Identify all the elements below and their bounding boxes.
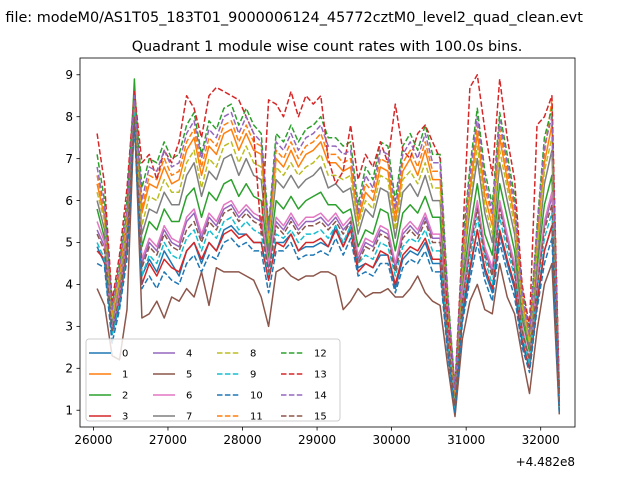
legend-label: 12	[314, 349, 327, 360]
legend-label: 9	[250, 370, 256, 381]
y-tick-label: 2	[65, 361, 73, 375]
x-tick-label: 31000	[447, 433, 485, 447]
series-line-7	[96, 107, 561, 402]
legend-label: 10	[250, 391, 263, 402]
legend-label: 6	[186, 391, 192, 402]
chart-title: Quadrant 1 module wise count rates with …	[132, 39, 523, 55]
legend-label: 7	[186, 412, 192, 423]
y-tick-label: 4	[65, 278, 73, 292]
series-line-13	[96, 74, 561, 390]
legend-label: 8	[250, 349, 256, 360]
legend-label: 11	[250, 412, 263, 423]
legend-frame	[85, 338, 341, 422]
series-line-5	[96, 111, 561, 418]
x-tick-label: 29000	[298, 433, 336, 447]
y-axis: 1 2 3 4 5 6 7 8 9	[65, 68, 80, 417]
y-tick-label: 5	[65, 236, 73, 250]
y-tick-label: 8	[65, 110, 73, 124]
series-line-10	[96, 124, 561, 414]
series-line-15	[96, 115, 561, 407]
legend-label: 5	[186, 370, 192, 381]
legend-label: 15	[314, 412, 327, 423]
series-line-1	[96, 94, 561, 398]
legend-label: 2	[122, 391, 128, 402]
x-tick-label: 32000	[522, 433, 560, 447]
legend-label: 14	[314, 391, 327, 402]
x-tick-label: 30000	[373, 433, 411, 447]
legend-label: 1	[122, 370, 128, 381]
series-line-14	[96, 94, 561, 394]
figure-suptitle: a file: modeM0/AS1T05_183T01_9000006124_…	[0, 10, 583, 26]
y-tick-label: 1	[65, 403, 73, 417]
series-line-3	[96, 115, 561, 411]
y-tick-label: 3	[65, 320, 73, 334]
x-tick-label: 26000	[74, 433, 112, 447]
legend-label: 13	[314, 370, 327, 381]
y-tick-label: 6	[65, 194, 73, 208]
legend-label: 4	[186, 349, 192, 360]
x-tick-label: 28000	[223, 433, 261, 447]
y-tick-label: 9	[65, 68, 73, 82]
series-line-2	[96, 78, 561, 403]
x-tick-label: 27000	[149, 433, 187, 447]
legend-label: 3	[122, 412, 128, 423]
series-layer	[96, 74, 561, 418]
series-line-9	[96, 111, 561, 411]
legend-label: 0	[122, 349, 128, 360]
y-tick-label: 7	[65, 152, 73, 166]
x-axis-offset-label: +4.482e8	[516, 455, 575, 469]
series-line-8	[96, 99, 561, 399]
series-line-6	[96, 107, 561, 407]
x-axis: 26000 27000 28000 29000 30000 31000 32000	[74, 427, 560, 447]
